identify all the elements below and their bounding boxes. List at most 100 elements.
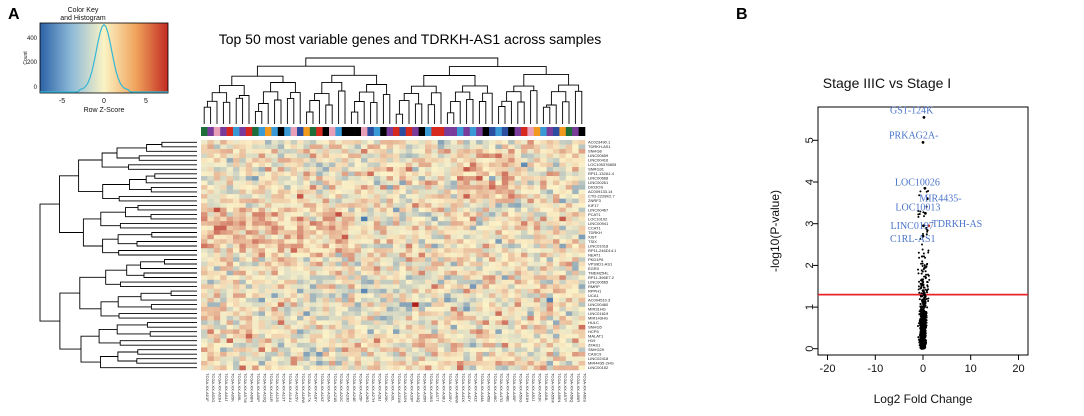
heatmap-cell — [348, 324, 355, 330]
volcano-point — [923, 317, 926, 320]
volcano-point — [924, 288, 927, 291]
heatmap-cell — [233, 189, 240, 195]
heatmap-cell — [213, 365, 221, 371]
heatmap-cell — [367, 248, 375, 254]
heatmap-cell — [521, 311, 528, 317]
heatmap-cell — [233, 158, 240, 163]
heatmap-cell — [226, 302, 234, 308]
heatmap-cell — [437, 252, 445, 258]
heatmap-cell — [354, 315, 362, 321]
heatmap-cell — [277, 203, 285, 208]
heatmap-cell — [284, 266, 291, 272]
heatmap-cell — [565, 194, 573, 199]
heatmap-cell — [233, 140, 240, 145]
heatmap-cell — [489, 320, 496, 326]
heatmap-cell — [220, 203, 227, 208]
heatmap-cell — [437, 171, 445, 177]
heatmap-cell — [226, 293, 234, 299]
heatmap-cell — [572, 275, 579, 281]
heatmap-cell — [521, 360, 528, 366]
heatmap-cell — [220, 194, 227, 199]
heatmap-cell — [309, 248, 317, 254]
heatmap-cell — [226, 311, 234, 317]
heatmap-cell — [233, 351, 240, 357]
heatmap-cell — [393, 275, 400, 281]
heatmap-cell — [207, 288, 215, 294]
volcano-xtick-label: 20 — [1012, 363, 1024, 375]
heatmap-cell — [412, 198, 419, 204]
heatmap-cell — [252, 167, 259, 172]
column-dendrogram-branch — [530, 90, 538, 124]
heatmap-cell — [514, 257, 522, 263]
heatmap-cell — [501, 320, 509, 326]
heatmap-cell — [245, 194, 253, 199]
heatmap-cell — [361, 144, 368, 150]
heatmap-cell — [437, 189, 445, 195]
heatmap-cell — [277, 171, 285, 177]
heatmap-cell — [469, 333, 477, 339]
heatmap-cell — [316, 243, 323, 249]
volcano-point — [926, 281, 929, 284]
heatmap-cell — [309, 315, 317, 321]
stage-bar-segment — [425, 127, 432, 136]
heatmap-cell — [226, 189, 234, 195]
heatmap-cell — [277, 167, 285, 172]
heatmap-cell — [348, 347, 355, 353]
heatmap-cell — [553, 216, 560, 222]
heatmap-cell — [252, 329, 259, 335]
heatmap-cell — [463, 162, 471, 168]
heatmap-cell — [361, 270, 368, 276]
heatmap-cell — [578, 180, 586, 186]
volcano-point — [921, 330, 924, 333]
volcano-point — [921, 289, 924, 292]
heatmap-cell — [252, 270, 259, 276]
heatmap-cell — [329, 360, 336, 366]
heatmap-cell — [418, 279, 426, 285]
heatmap-cell — [565, 320, 573, 326]
sample-label: TCGA-XX-A55M — [550, 373, 555, 403]
heatmap-cell — [341, 212, 349, 217]
heatmap-cell — [578, 198, 586, 204]
heatmap-cell — [482, 158, 490, 163]
heatmap-cell — [393, 248, 400, 254]
heatmap-cell — [297, 257, 304, 263]
heatmap-cell — [207, 333, 215, 339]
heatmap-cell — [527, 275, 535, 281]
heatmap-cell — [329, 225, 336, 231]
heatmap-cell — [265, 288, 272, 294]
heatmap-cell — [341, 171, 349, 177]
heatmap-cell — [309, 207, 317, 213]
heatmap-cell — [533, 297, 541, 303]
heatmap-cell — [213, 351, 221, 357]
heatmap-cell — [553, 221, 560, 226]
heatmap-cell — [233, 230, 240, 236]
heatmap-cell — [495, 261, 503, 267]
heatmap-cell — [553, 302, 560, 308]
stage-bar-segment — [277, 127, 285, 136]
column-dendrogram-branch — [558, 84, 580, 92]
heatmap-cell — [546, 198, 554, 204]
row-dendrogram-branch — [117, 351, 138, 362]
heatmap-cell — [297, 266, 304, 272]
heatmap-cell — [559, 360, 567, 366]
heatmap-cell — [335, 261, 343, 267]
heatmap-cell — [482, 279, 490, 285]
heatmap-cell — [258, 162, 266, 168]
gene-label: LINC00941 — [588, 221, 609, 226]
heatmap-cell — [527, 176, 535, 181]
sample-label: TCGA-XX-A35R — [422, 373, 427, 402]
heatmap-cell — [393, 194, 400, 199]
heatmap-cell — [463, 221, 471, 226]
heatmap-cell — [265, 207, 272, 213]
heatmap-cell — [533, 248, 541, 254]
heatmap-cell — [501, 149, 509, 154]
heatmap-cell — [482, 176, 490, 181]
heatmap-cell — [412, 333, 419, 339]
heatmap-cell — [431, 284, 439, 290]
heatmap-cell — [553, 351, 560, 357]
heatmap-cell — [450, 315, 458, 321]
heatmap-cell — [348, 176, 355, 181]
heatmap-cell — [457, 297, 464, 303]
heatmap-cell — [277, 207, 285, 213]
heatmap-cell — [239, 243, 247, 249]
